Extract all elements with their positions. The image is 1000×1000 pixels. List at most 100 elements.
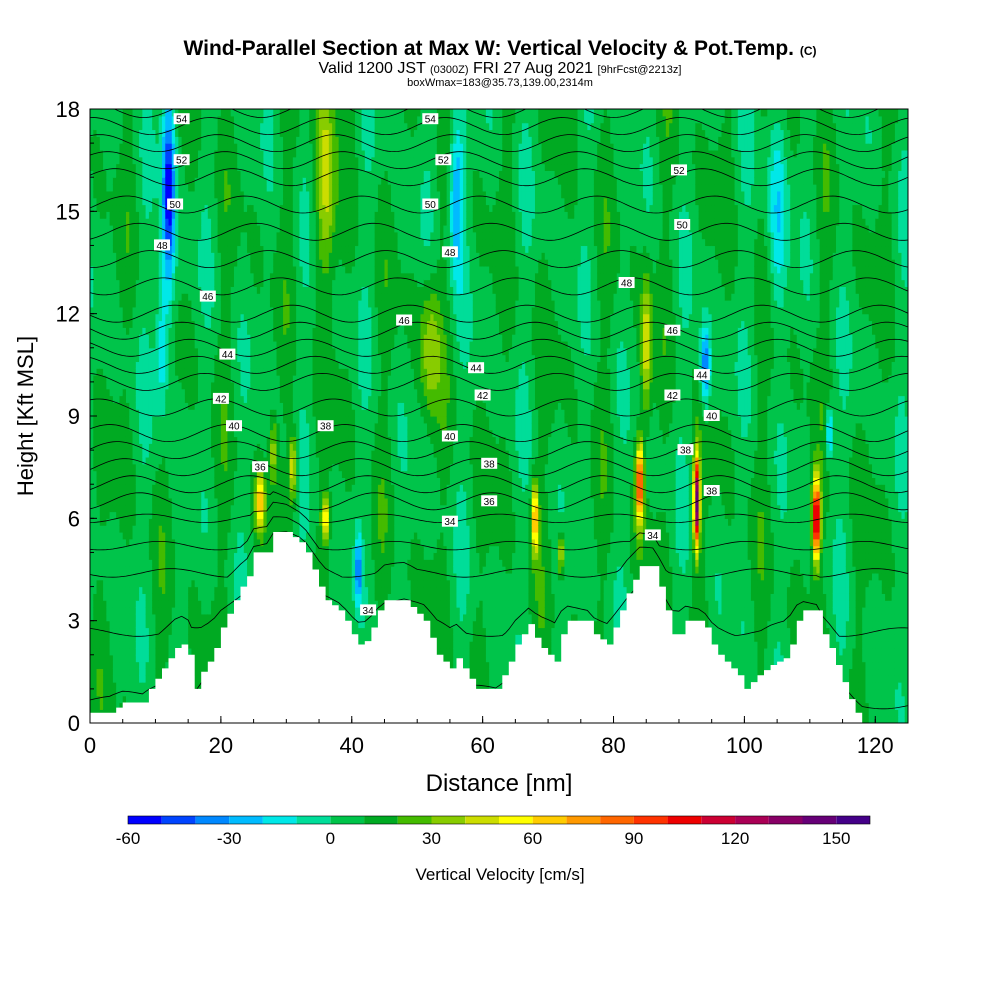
heatmap-cell (112, 354, 117, 363)
heatmap-cell (168, 552, 173, 560)
heatmap-cell (211, 416, 215, 424)
heatmap-cell (168, 163, 173, 171)
heatmap-cell (250, 361, 255, 369)
heatmap-cell (99, 477, 104, 485)
heatmap-cell (96, 654, 101, 663)
heatmap-cell (211, 361, 215, 369)
heatmap-cell (145, 129, 150, 137)
heatmap-cell (93, 416, 98, 424)
heatmap-cell (260, 545, 265, 554)
heatmap-cell (168, 416, 173, 424)
heatmap-cell (119, 559, 124, 567)
heatmap-cell (116, 627, 121, 635)
heatmap-cell (230, 170, 235, 178)
heatmap-cell (178, 272, 183, 281)
heatmap-cell (207, 272, 212, 281)
heatmap-cell (191, 450, 196, 458)
heatmap-cell (96, 593, 101, 601)
heatmap-cell (194, 388, 199, 397)
heatmap-cell (112, 122, 117, 131)
heatmap-cell (230, 409, 235, 417)
heatmap-cell (207, 156, 212, 165)
heatmap-cell (207, 531, 212, 540)
heatmap-cell (233, 136, 238, 144)
heatmap-cell (188, 593, 193, 601)
heatmap-cell (135, 620, 140, 629)
heatmap-cell (171, 347, 176, 356)
heatmap-cell (112, 293, 117, 301)
heatmap-cell (152, 122, 157, 131)
heatmap-cell (214, 149, 219, 158)
heatmap-cell (247, 463, 251, 472)
heatmap-cell (197, 422, 202, 431)
heatmap-cell (240, 463, 245, 472)
heatmap-cell (112, 531, 117, 540)
heatmap-cell (211, 238, 215, 247)
heatmap-cell (109, 395, 114, 403)
heatmap-cell (93, 579, 98, 588)
heatmap-cell (188, 456, 193, 465)
heatmap-cell (201, 566, 206, 574)
heatmap-cell (256, 136, 261, 144)
heatmap-cell (145, 504, 150, 513)
heatmap-cell (165, 552, 170, 560)
heatmap-cell (165, 504, 170, 513)
heatmap-cell (103, 272, 107, 281)
heatmap-cell (230, 531, 235, 540)
heatmap-cell (122, 545, 127, 554)
heatmap-cell (240, 300, 245, 308)
heatmap-cell (152, 641, 157, 649)
heatmap-cell (96, 177, 101, 185)
heatmap-cell (122, 156, 127, 165)
heatmap-cell (109, 620, 114, 629)
heatmap-cell (211, 634, 215, 642)
heatmap-cell (106, 388, 111, 397)
heatmap-cell (256, 368, 261, 376)
heatmap-cell (214, 484, 219, 492)
heatmap-cell (119, 395, 124, 403)
heatmap-cell (204, 259, 209, 267)
heatmap-cell (148, 143, 153, 151)
heatmap-cell (96, 109, 101, 110)
heatmap-cell (125, 375, 130, 383)
heatmap-cell (224, 320, 229, 328)
heatmap-cell (204, 572, 209, 581)
heatmap-cell (191, 381, 196, 390)
heatmap-cell (191, 177, 196, 185)
heatmap-cell (132, 368, 137, 376)
heatmap-cell (132, 211, 137, 219)
heatmap-cell (263, 204, 268, 212)
heatmap-cell (93, 163, 98, 171)
heatmap-cell (145, 484, 150, 492)
heatmap-cell (256, 470, 261, 478)
heatmap-cell (191, 259, 196, 267)
heatmap-cell (103, 211, 107, 219)
heatmap-cell (135, 409, 140, 417)
heatmap-cell (217, 422, 222, 431)
heatmap-cell (224, 450, 229, 458)
heatmap-cell (158, 491, 163, 499)
heatmap-cell (119, 313, 124, 322)
heatmap-cell (188, 579, 193, 588)
heatmap-cell (148, 409, 153, 417)
heatmap-cell (201, 538, 206, 547)
heatmap-cell (175, 143, 179, 151)
heatmap-cell (240, 579, 245, 588)
heatmap-cell (125, 538, 130, 547)
heatmap-cell (122, 634, 127, 642)
heatmap-cell (129, 109, 134, 110)
heatmap-cell (155, 109, 160, 110)
heatmap-cell (171, 245, 176, 253)
heatmap-cell (260, 129, 265, 137)
heatmap-cell (119, 231, 124, 240)
heatmap-cell (161, 122, 166, 131)
heatmap-cell (158, 402, 163, 410)
heatmap-cell (139, 354, 143, 363)
heatmap-cell (250, 218, 255, 226)
heatmap-cell (129, 115, 134, 124)
heatmap-cell (158, 388, 163, 397)
heatmap-cell (211, 531, 215, 540)
heatmap-cell (106, 252, 111, 260)
heatmap-cell (237, 327, 242, 335)
heatmap-cell (93, 566, 98, 574)
